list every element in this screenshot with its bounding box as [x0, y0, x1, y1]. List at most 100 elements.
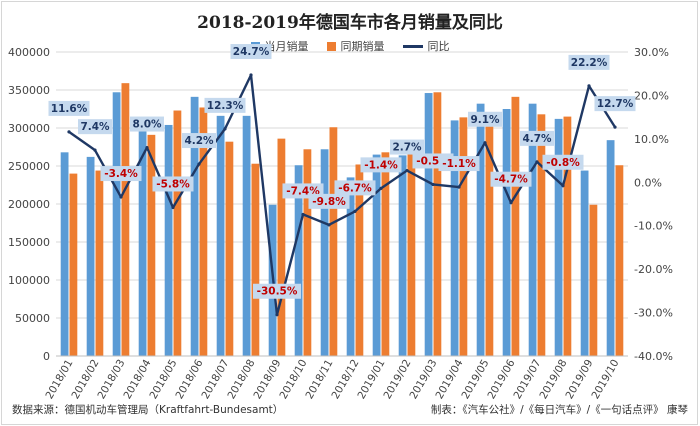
- yoy-data-label-box: [568, 54, 610, 70]
- yoy-data-label-box: [468, 111, 502, 127]
- yoy-data-label-box: [253, 283, 301, 299]
- bar-current: [528, 103, 537, 357]
- bar-current: [138, 117, 147, 356]
- bar-current: [424, 93, 433, 356]
- yoy-point: [613, 125, 617, 129]
- yoy-data-label-box: [78, 119, 112, 135]
- yoy-point: [93, 148, 97, 152]
- yoy-data-label-text: -3.4%: [104, 168, 138, 180]
- yoy-point: [379, 186, 383, 190]
- yoy-data-label: -1.1%: [438, 156, 480, 172]
- bar-prior: [329, 127, 338, 357]
- yoy-data-label: 9.1%: [468, 111, 502, 127]
- yoy-data-label-text: 12.3%: [207, 100, 244, 112]
- yoy-data-label-text: -0.8%: [546, 157, 580, 169]
- y-left-tick-label: 250000: [8, 160, 50, 173]
- yoy-data-label-text: -1.1%: [442, 158, 476, 170]
- bar-current: [580, 170, 589, 356]
- yoy-point: [457, 185, 461, 189]
- yoy-point: [197, 162, 201, 166]
- bar-current: [216, 115, 225, 356]
- yoy-point: [327, 223, 331, 227]
- y-right-tick-label: 20.0%: [634, 89, 669, 102]
- bar-prior: [433, 92, 442, 356]
- y-left-tick-label: 50000: [15, 312, 50, 325]
- bar-current: [86, 156, 95, 356]
- yoy-data-label: 24.7%: [230, 44, 272, 60]
- yoy-data-label-box: [230, 44, 272, 60]
- bar-prior: [95, 170, 104, 356]
- bar-prior: [381, 152, 390, 356]
- yoy-data-label: -4.7%: [490, 171, 532, 187]
- yoy-data-label-text: -4.7%: [494, 174, 528, 186]
- bar-prior: [251, 163, 260, 356]
- yoy-data-label-text: 8.0%: [132, 119, 162, 131]
- y-left-tick-label: 300000: [8, 122, 50, 135]
- yoy-data-label: 8.0%: [130, 116, 164, 132]
- data-source-note: 数据来源：德国机动车管理局（Kraftfahrt-Bundesamt）: [12, 404, 284, 416]
- yoy-data-label: 4.2%: [182, 133, 216, 149]
- yoy-point: [535, 160, 539, 164]
- yoy-point: [561, 184, 565, 188]
- yoy-point: [431, 182, 435, 187]
- yoy-data-label-text: 7.4%: [80, 121, 110, 133]
- yoy-data-label: -1.4%: [360, 157, 402, 173]
- yoy-data-label-box: [204, 97, 246, 113]
- legend-swatch-yoy: [402, 44, 423, 48]
- bar-current: [242, 115, 251, 356]
- yoy-data-label-box: [48, 100, 90, 116]
- yoy-data-label: -5.8%: [152, 176, 194, 192]
- yoy-data-label: -3.4%: [100, 166, 142, 182]
- yoy-data-label-box: [438, 156, 480, 172]
- legend-item-yoy: 同比: [402, 38, 450, 54]
- bar-current: [502, 109, 511, 356]
- bar-prior: [199, 107, 208, 356]
- yoy-point: [275, 313, 279, 317]
- bar-prior: [277, 138, 286, 356]
- yoy-data-label-text: 22.2%: [571, 57, 608, 69]
- bar-prior: [511, 96, 520, 356]
- legend-swatch-prior: [326, 41, 336, 51]
- y-left-tick-label: 200000: [8, 198, 50, 211]
- yoy-point: [145, 145, 149, 150]
- yoy-data-label-box: [308, 193, 350, 209]
- yoy-point: [509, 201, 513, 205]
- bar-current: [320, 149, 329, 356]
- yoy-data-label: 2.7%: [390, 139, 424, 155]
- yoy-data-label-text: -1.4%: [364, 159, 398, 171]
- bar-current: [346, 177, 355, 356]
- yoy-data-label-text: 4.2%: [184, 135, 214, 147]
- y-left-tick-label: 350000: [8, 84, 50, 97]
- bar-prior: [173, 110, 182, 357]
- yoy-data-label-box: [520, 130, 554, 146]
- y-left-tick-label: 0: [43, 350, 50, 363]
- bar-prior: [615, 165, 624, 356]
- legend-label-yoy: 同比: [427, 40, 450, 53]
- bar-current: [294, 165, 303, 356]
- bar-prior: [459, 117, 468, 356]
- yoy-data-label-box: [182, 133, 216, 149]
- yoy-point: [587, 84, 591, 88]
- legend-label-current: 当月销量: [264, 40, 309, 53]
- yoy-data-label: -9.8%: [308, 193, 350, 209]
- bar-prior: [303, 149, 312, 356]
- yoy-point: [67, 130, 71, 134]
- yoy-data-label-box: [130, 116, 164, 132]
- bar-current: [476, 103, 485, 357]
- y-left-tick-label: 400000: [8, 46, 50, 59]
- yoy-data-label-text: -9.8%: [312, 196, 346, 208]
- yoy-data-label: -6.7%: [334, 180, 376, 196]
- yoy-data-label-box: [490, 171, 532, 187]
- y-right-tick-label: 30.0%: [634, 46, 669, 59]
- yoy-data-label-text: -5.8%: [156, 178, 190, 190]
- bar-prior: [537, 114, 546, 356]
- yoy-point: [353, 209, 357, 213]
- yoy-data-label-text: 24.7%: [233, 46, 270, 58]
- yoy-data-label: 12.7%: [594, 96, 636, 112]
- yoy-point: [301, 212, 305, 217]
- yoy-data-label: 11.6%: [48, 100, 90, 116]
- y-right-tick-label: 10.0%: [634, 133, 669, 146]
- bar-current: [554, 118, 563, 356]
